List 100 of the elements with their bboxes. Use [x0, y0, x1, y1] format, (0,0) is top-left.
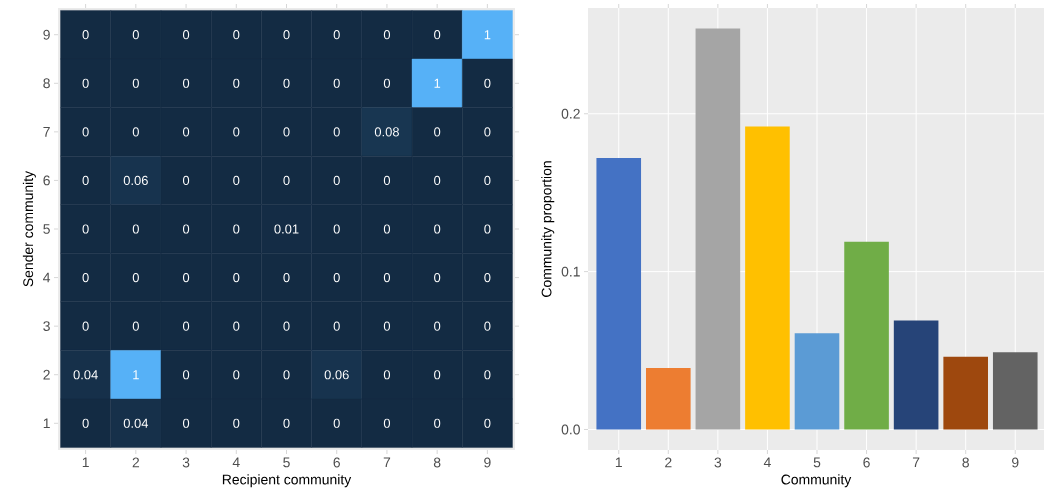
data-label: 0 — [82, 30, 89, 40]
data-label: 0 — [182, 224, 190, 234]
x-tick-label: 4 — [763, 457, 771, 468]
bar — [745, 126, 790, 430]
x-tick-label: 5 — [813, 457, 821, 468]
data-label: 0 — [484, 418, 491, 428]
data-label: 0 — [434, 321, 441, 331]
data-label: 0 — [283, 418, 290, 428]
data-label: 0 — [233, 30, 240, 40]
data-label: 0 — [132, 272, 139, 283]
data-label: 0.01 — [274, 224, 299, 234]
data-label: 0 — [484, 370, 491, 380]
data-label: 0 — [283, 175, 290, 186]
data-label: 0 — [182, 272, 190, 283]
data-label: 0 — [182, 127, 190, 137]
x-tick-label: 8 — [962, 457, 969, 468]
bar — [844, 241, 889, 430]
data-label: 0 — [283, 30, 290, 40]
data-label: 0 — [82, 272, 89, 283]
bar — [596, 157, 642, 430]
data-label: 0 — [333, 30, 340, 40]
data-label: 0 — [283, 321, 290, 331]
data-label: 0 — [484, 224, 491, 234]
data-label: 0 — [383, 224, 391, 234]
data-label: 0 — [233, 418, 240, 428]
x-tick-label: 7 — [383, 457, 391, 468]
y-tick-label: 0.1 — [561, 266, 580, 277]
data-label: 0 — [434, 418, 441, 428]
x-tick-label: 2 — [665, 457, 672, 468]
data-label: 0 — [333, 272, 340, 283]
data-label: 0 — [182, 370, 190, 380]
y-tick-label: 3 — [43, 321, 50, 332]
y-tick-label: 8 — [43, 78, 50, 89]
data-label: 0 — [383, 272, 391, 283]
x-tick-label: 7 — [912, 457, 920, 468]
y-tick-label: 0.0 — [561, 424, 580, 435]
data-label: 0 — [82, 78, 89, 88]
data-label: 0 — [182, 78, 190, 88]
data-label: 0 — [182, 175, 190, 186]
x-tick-label: 1 — [82, 457, 89, 468]
data-label: 0 — [283, 370, 290, 380]
data-label: 0 — [132, 127, 139, 137]
bar — [992, 352, 1038, 430]
data-label: 0 — [283, 272, 290, 283]
data-label: 0 — [434, 127, 441, 137]
data-label: 0 — [233, 224, 240, 234]
data-label: 0 — [383, 30, 391, 40]
data-label: 0 — [333, 127, 340, 137]
data-label: 0 — [233, 127, 240, 137]
x-tick-label: 4 — [232, 457, 240, 468]
data-label: 0 — [434, 272, 441, 283]
data-label: 1 — [434, 78, 441, 88]
y-axis-title: Community proportion — [541, 161, 555, 297]
data-label: 0 — [434, 30, 441, 40]
bar — [893, 320, 939, 430]
x-tick-label: 6 — [863, 457, 870, 468]
data-label: 0 — [383, 78, 391, 88]
data-label: 0 — [333, 418, 340, 428]
data-label: 0 — [484, 321, 491, 331]
y-tick-label: 1 — [43, 418, 50, 429]
data-label: 0 — [383, 370, 391, 380]
y-tick-label: 4 — [43, 272, 51, 283]
y-tick-label: 6 — [43, 175, 50, 186]
data-label: 0 — [333, 175, 340, 186]
data-label: 0 — [182, 321, 190, 331]
data-label: 0 — [434, 224, 441, 234]
x-axis-title: Recipient community — [222, 474, 352, 488]
data-label: 0 — [233, 78, 240, 88]
data-label: 0 — [132, 30, 139, 40]
data-label: 0 — [283, 127, 290, 137]
x-tick-label: 6 — [333, 457, 340, 468]
data-label: 0 — [82, 418, 89, 428]
data-label: 0 — [82, 224, 89, 234]
x-tick-label: 1 — [615, 457, 622, 468]
x-tick-label: 5 — [283, 457, 290, 468]
y-tick-label: 9 — [43, 29, 50, 40]
data-label: 0 — [82, 127, 89, 137]
data-label: 0.06 — [123, 175, 148, 186]
data-label: 0.06 — [324, 370, 349, 380]
x-tick-label: 9 — [484, 457, 491, 468]
x-axis-title: Community — [781, 474, 852, 488]
data-label: 0.04 — [73, 370, 98, 380]
data-label: 0 — [484, 175, 491, 186]
y-tick-label: 5 — [43, 224, 50, 234]
data-label: 0 — [182, 418, 190, 428]
data-label: 0 — [132, 78, 139, 88]
data-label: 0 — [333, 321, 340, 331]
data-label: 0 — [132, 321, 139, 331]
data-label: 0 — [434, 370, 441, 380]
data-label: 0 — [233, 272, 240, 283]
data-label: 0 — [82, 321, 89, 331]
bar — [794, 333, 840, 430]
data-label: 0.04 — [123, 418, 149, 428]
data-label: 0 — [383, 175, 391, 186]
data-label: 0.08 — [374, 127, 399, 137]
bar — [943, 356, 988, 430]
bar — [646, 367, 691, 430]
data-label: 0 — [182, 30, 190, 40]
y-tick-label: 0.2 — [561, 108, 580, 119]
y-tick-label: 7 — [43, 127, 50, 137]
